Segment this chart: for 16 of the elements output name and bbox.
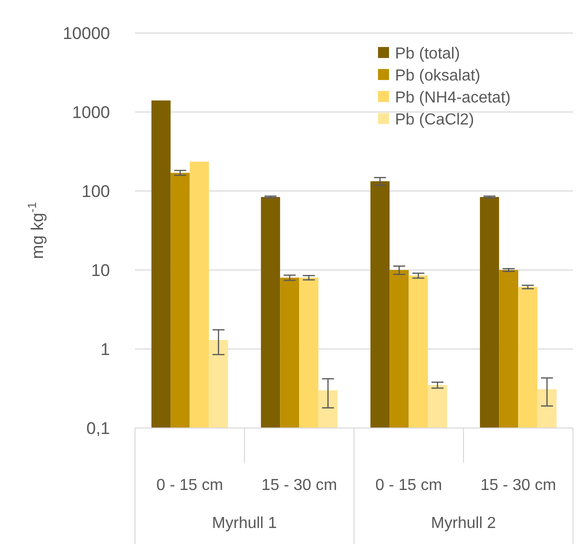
x-tick-label: 15 - 30 cm	[261, 477, 338, 494]
text: Myrhull 1	[212, 515, 278, 532]
y-tick-label: 100	[82, 182, 110, 201]
x-tick-label: 0 - 15 cm	[375, 477, 442, 494]
y-tick-label: 0,1	[86, 418, 110, 438]
x-tick-label: 15 - 30 cm	[480, 477, 556, 494]
y-tick-label: 1000	[72, 102, 110, 122]
y-tick-label: 10000	[62, 24, 110, 43]
legend-label: Pb (oksalat)	[395, 68, 480, 85]
x-tick-label: 0 - 15 cm	[156, 477, 224, 494]
y-tick-label: 1	[100, 340, 110, 359]
text: Myrhull 2	[431, 515, 496, 532]
y-tick-label: 10	[91, 260, 110, 280]
legend-label: Pb (total)	[395, 46, 460, 63]
legend-label: Pb (CaCl2)	[395, 112, 474, 129]
legend-label: Pb (NH4-acetat)	[395, 90, 511, 107]
